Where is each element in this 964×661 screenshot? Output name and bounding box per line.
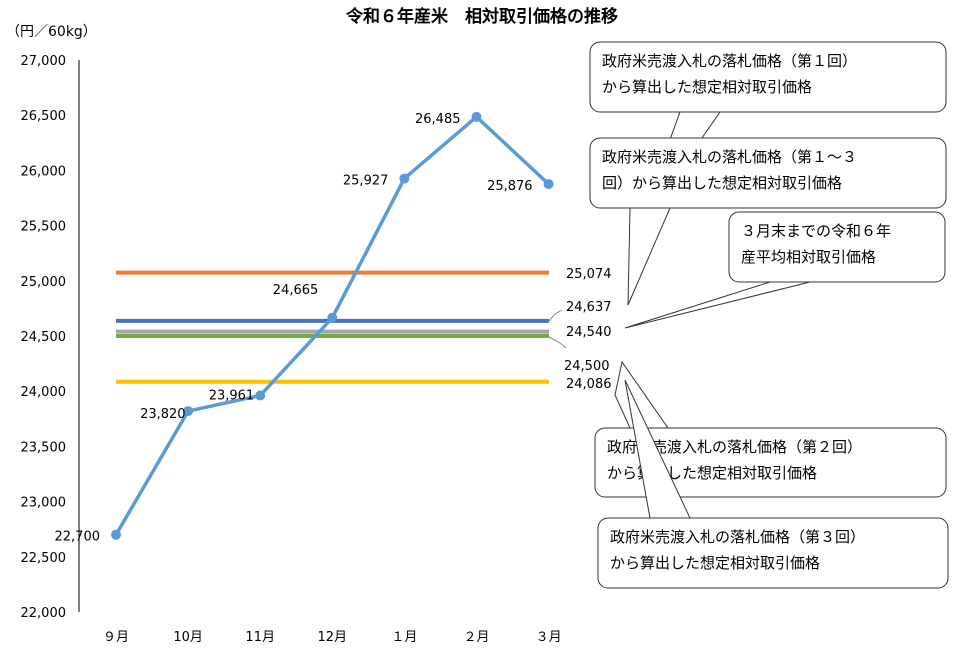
leader-line [548, 309, 563, 322]
reference-lines [116, 270, 549, 384]
callout-text: から算出した想定相対取引価格 [610, 554, 820, 572]
callout-text: 政府米売渡入札の落札価格（第１回） [602, 52, 857, 70]
callout-box [728, 211, 946, 283]
data-point [543, 179, 554, 190]
callout-pointer [624, 281, 811, 329]
y-axis-ticks: 22,000 22,500 23,000 23,500 24,000 24,500 25,0… [21, 54, 67, 621]
callout-text: 政府米売渡入札の落札価格（第２回） [607, 438, 862, 456]
callout-text: から算出した想定相対取引価格 [602, 78, 812, 96]
data-label: 26,485 [415, 112, 461, 127]
data-point [471, 111, 482, 122]
callout-text: ３月末までの令和６年 [741, 222, 891, 240]
data-point [183, 406, 194, 417]
chart-title: 令和６年産米 相対取引価格の推移 [346, 6, 618, 27]
x-axis-ticks: ９月 10月 11月 12月 １月 ２月 ３月 [103, 630, 562, 645]
data-label: 23,820 [140, 407, 186, 422]
y-tick-label: 22,000 [21, 606, 67, 621]
reference-line-label: 24,086 [566, 377, 612, 392]
series-group: 22,700 23,820 23,961 24,665 25,927 26,485 25,8… [55, 111, 554, 545]
reference-line-labels: 25,074 24,637 24,540 24,500 24,086 [548, 267, 612, 392]
x-tick-label: ９月 [103, 630, 129, 645]
y-tick-label: 26,500 [21, 109, 67, 124]
data-point [111, 529, 121, 540]
callout-box [589, 137, 947, 209]
reference-line-label: 25,074 [566, 267, 612, 282]
series-line [114, 115, 550, 536]
y-tick-label: 23,500 [21, 440, 67, 455]
y-tick-label: 25,000 [21, 275, 67, 290]
data-label: 22,700 [55, 530, 101, 545]
x-tick-label: ３月 [536, 630, 562, 645]
data-label: 23,961 [209, 389, 255, 404]
y-tick-label: 24,500 [21, 330, 67, 345]
reference-line-label: 24,540 [566, 325, 612, 340]
y-tick-label: 22,500 [21, 551, 67, 566]
y-tick-label: 27,000 [21, 54, 67, 69]
reference-line-label: 24,500 [564, 359, 610, 374]
data-label: 25,927 [343, 173, 389, 188]
x-tick-label: ２月 [463, 630, 489, 645]
leader-line [548, 336, 567, 349]
callout-box [597, 517, 949, 589]
y-tick-label: 25,500 [21, 220, 67, 235]
data-label: 25,876 [487, 179, 533, 194]
callout-text: 政府米売渡入札の落札価格（第３回） [610, 528, 865, 546]
callout-text: 産平均相対取引価格 [741, 248, 876, 266]
y-tick-label: 23,000 [21, 496, 67, 511]
data-point [399, 173, 410, 184]
y-tick-label: 26,000 [21, 164, 67, 179]
callout-box [594, 427, 947, 498]
x-tick-label: 10月 [173, 630, 203, 645]
callout-text: から算出した想定相対取引価格 [607, 464, 817, 482]
x-tick-label: 11月 [245, 630, 275, 645]
data-point [255, 390, 266, 401]
unit-label: （円／60kg） [6, 24, 97, 40]
x-tick-label: 12月 [318, 630, 348, 645]
callout-box [589, 41, 947, 113]
callout-pointer [627, 207, 671, 306]
data-point [327, 312, 338, 323]
callout-text: 政府米売渡入札の落札価格（第１～３ [602, 148, 857, 166]
y-tick-label: 24,000 [21, 385, 67, 400]
x-tick-label: １月 [391, 630, 417, 645]
callouts: 政府米売渡入札の落札価格（第１回）から算出した想定相対取引価格政府米売渡入札の落… [589, 41, 949, 589]
callout: 政府米売渡入札の落札価格（第１～３ 回）から算出した想定相対取引価格 [589, 137, 947, 306]
callout-text: 回）から算出した想定相対取引価格 [602, 174, 842, 192]
reference-line-label: 24,637 [566, 300, 612, 315]
data-label: 24,665 [273, 283, 319, 298]
callout: 政府米売渡入札の落札価格（第３回） から算出した想定相対取引価格 [597, 379, 949, 589]
